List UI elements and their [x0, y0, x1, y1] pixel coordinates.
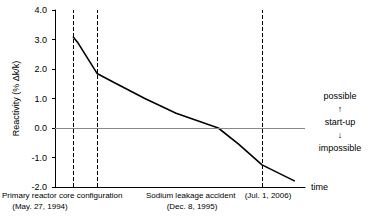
svg-text:Reactivity (% Δk/k): Reactivity (% Δk/k)	[11, 61, 21, 137]
svg-text:start-up: start-up	[325, 117, 356, 127]
svg-text:impossible: impossible	[319, 143, 362, 153]
svg-text:time: time	[311, 182, 328, 192]
svg-text:1.0: 1.0	[34, 94, 47, 104]
svg-text:↑: ↑	[338, 104, 343, 114]
svg-text:2.0: 2.0	[34, 64, 47, 74]
svg-text:3.0: 3.0	[34, 35, 47, 45]
svg-text:Sodium leakage accident: Sodium leakage accident	[146, 191, 236, 200]
svg-text:(May. 27, 1994): (May. 27, 1994)	[12, 202, 68, 211]
svg-text:-2.0: -2.0	[31, 182, 47, 192]
svg-text:↓: ↓	[338, 130, 343, 140]
svg-text:(Dec. 8, 1995): (Dec. 8, 1995)	[167, 202, 218, 211]
svg-text:(Jul. 1, 2006): (Jul. 1, 2006)	[245, 191, 292, 200]
svg-text:0.0: 0.0	[34, 123, 47, 133]
svg-text:Primary reactor core configura: Primary reactor core configuration	[2, 191, 123, 200]
svg-text:4.0: 4.0	[34, 5, 47, 15]
svg-text:possible: possible	[323, 91, 356, 101]
svg-text:-1.0: -1.0	[31, 153, 47, 163]
